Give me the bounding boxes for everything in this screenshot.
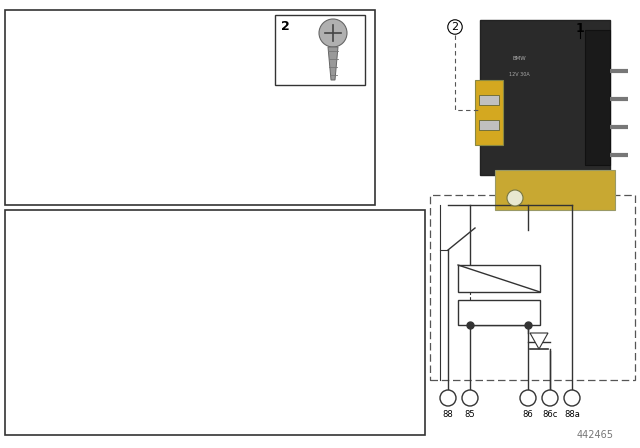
Circle shape <box>564 390 580 406</box>
Text: 86: 86 <box>523 410 533 419</box>
Text: 2: 2 <box>451 22 459 32</box>
Bar <box>458 300 540 325</box>
Bar <box>430 195 635 380</box>
Bar <box>475 80 503 145</box>
Text: 1: 1 <box>575 22 584 35</box>
Bar <box>458 265 540 292</box>
Text: 88: 88 <box>443 410 453 419</box>
Bar <box>5 10 375 205</box>
Bar <box>479 95 499 105</box>
Bar <box>585 30 610 165</box>
Bar <box>479 120 499 130</box>
Text: 85: 85 <box>465 410 476 419</box>
Bar <box>495 170 615 210</box>
Bar <box>275 15 365 85</box>
Polygon shape <box>328 47 338 80</box>
Circle shape <box>520 390 536 406</box>
Circle shape <box>507 190 523 206</box>
Text: 86c: 86c <box>542 410 557 419</box>
Polygon shape <box>530 333 548 349</box>
Text: BMW: BMW <box>512 56 526 61</box>
Bar <box>5 210 425 435</box>
Bar <box>480 20 610 175</box>
Circle shape <box>440 390 456 406</box>
Text: 88a: 88a <box>564 410 580 419</box>
Text: 442465: 442465 <box>577 430 614 440</box>
Circle shape <box>319 19 347 47</box>
Circle shape <box>542 390 558 406</box>
Text: 12V 30A: 12V 30A <box>509 72 529 77</box>
Circle shape <box>462 390 478 406</box>
Text: 2: 2 <box>281 20 290 33</box>
